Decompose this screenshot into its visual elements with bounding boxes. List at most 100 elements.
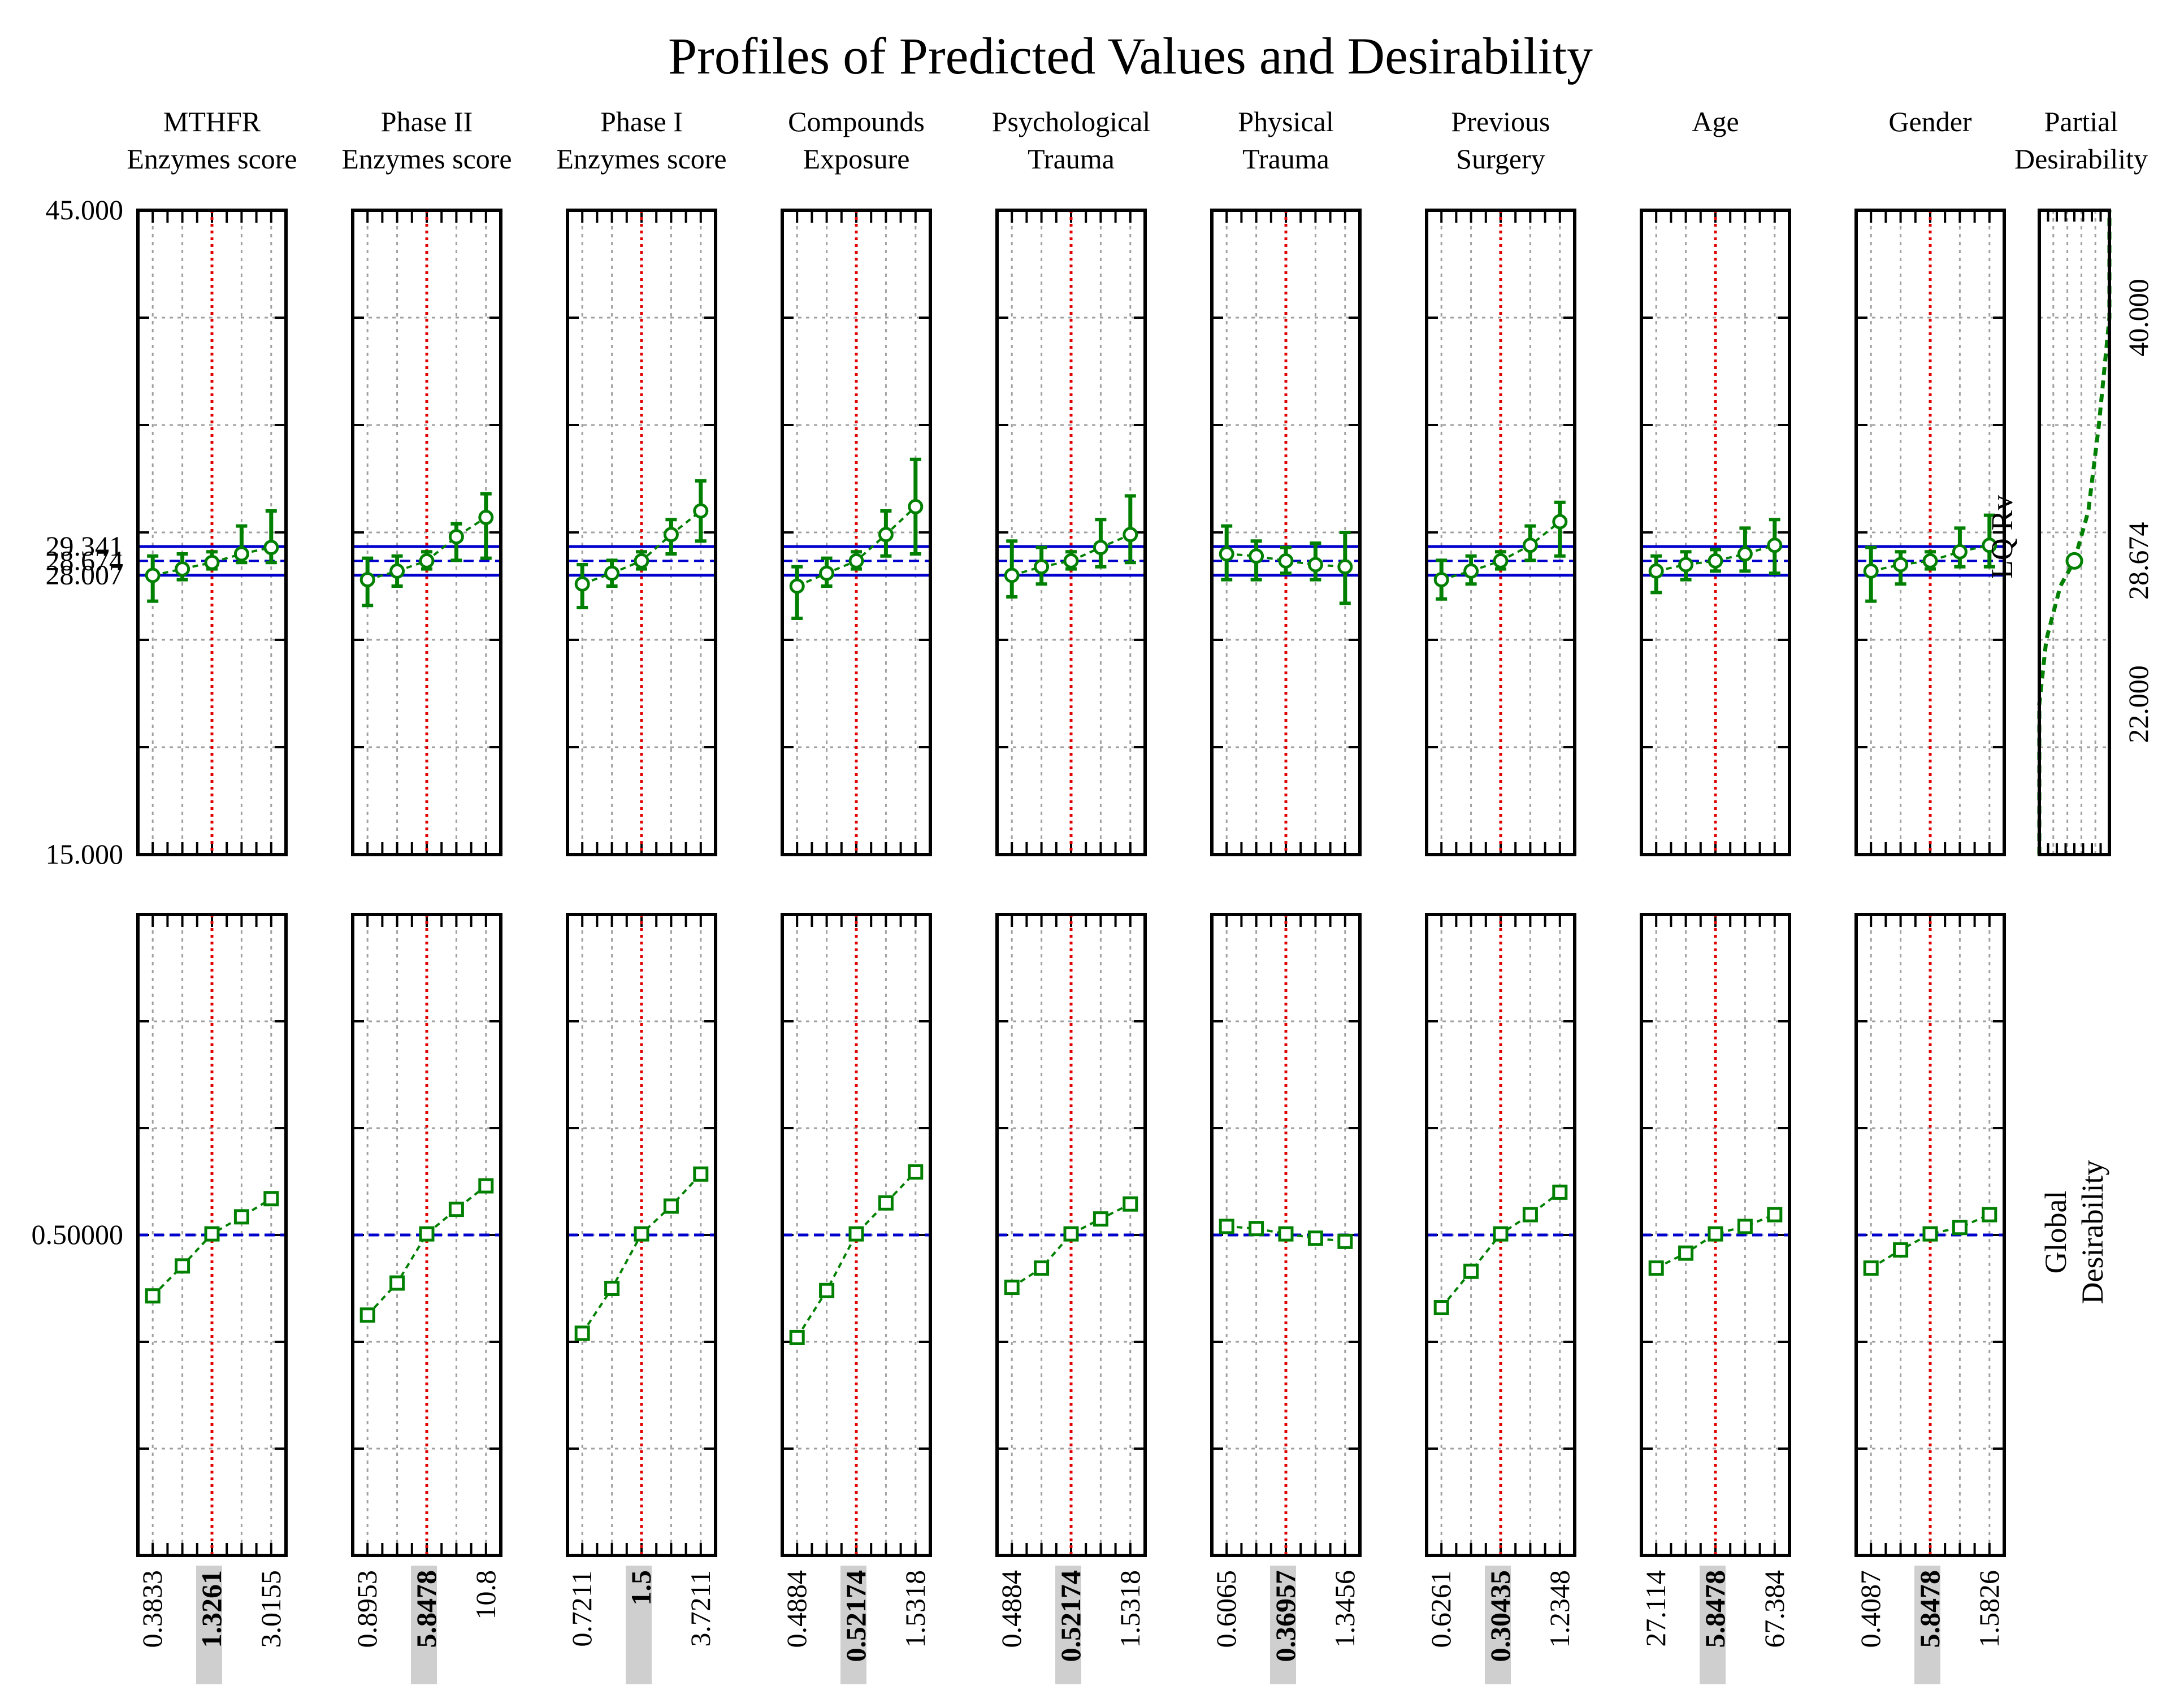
x-tick-label: 3.0155 [255, 1570, 287, 1648]
factor-label: Phase II [381, 106, 473, 137]
data-point [1678, 557, 1694, 573]
response-plot [995, 209, 1147, 856]
response-axis-label: LQ Rv [1985, 495, 2019, 579]
desirability-point [663, 1198, 679, 1214]
partial-desirability-label: Partial [2044, 106, 2118, 137]
desirability-series-line [1656, 1213, 1775, 1269]
plot-frame [566, 913, 717, 1557]
selected-tick-highlight [1485, 1566, 1511, 1684]
x-tick-label-selected: 1.5 [625, 1570, 657, 1606]
response-plot [781, 209, 932, 856]
plot-frame [995, 913, 1147, 1557]
desirability-plot [1854, 913, 2006, 1557]
desirability-plot [1640, 913, 1791, 1557]
selected-tick-highlight [196, 1566, 222, 1684]
desirability-point [1307, 1230, 1323, 1246]
plot-frame [1425, 209, 1576, 856]
data-point [1982, 538, 1997, 553]
factor-label: MTHFR [163, 106, 261, 137]
desirability-axis-label: Global [2039, 1191, 2073, 1274]
x-tick-label: 67.384 [1758, 1570, 1790, 1648]
x-tick-label: 1.5826 [1973, 1570, 2005, 1648]
data-point [1278, 553, 1294, 569]
desirability-plot [995, 913, 1147, 1557]
x-tick-label: 1.2348 [1544, 1570, 1575, 1648]
factor-label: Previous [1451, 106, 1550, 137]
desirability-point [448, 1202, 464, 1217]
desirability-point [1034, 1260, 1050, 1276]
desirability-series-line [1011, 1203, 1131, 1289]
desirability-plot [1425, 913, 1576, 1557]
data-point [819, 565, 835, 581]
desirability-point [1678, 1245, 1694, 1261]
x-tick-label-selected: 0.52174 [1055, 1570, 1086, 1662]
data-point [789, 578, 805, 594]
data-point [1004, 567, 1020, 583]
desirability-point [1219, 1219, 1234, 1234]
desirability-axis-label-line2: Desirability [2075, 1160, 2109, 1304]
x-tick-label: 0.6261 [1425, 1570, 1457, 1648]
data-point [693, 503, 709, 519]
data-point [1249, 548, 1264, 564]
data-point [1219, 546, 1234, 562]
desirability-point [1278, 1226, 1294, 1242]
data-point [604, 565, 620, 581]
data-point [663, 527, 679, 543]
x-tick-label-selected: 0.52174 [840, 1570, 872, 1662]
desirability-point [1737, 1219, 1753, 1234]
selected-tick-highlight [1914, 1566, 1940, 1684]
response-plot [566, 209, 717, 856]
plot-frame [566, 209, 717, 856]
x-tick-label: 0.4884 [995, 1570, 1027, 1648]
desirability-plot [351, 913, 502, 1557]
factor-label-line2: Enzymes score [127, 143, 297, 175]
x-tick-label: 0.4884 [781, 1570, 812, 1648]
right-tick-label: 22.000 [2122, 665, 2154, 743]
desirability-plot [136, 913, 288, 1557]
plot-frame [136, 209, 288, 856]
data-point [1767, 538, 1783, 553]
data-point [1893, 557, 1909, 573]
desirability-point [1249, 1221, 1264, 1237]
x-tick-label: 0.8953 [351, 1570, 383, 1648]
factor-label: Physical [1238, 106, 1333, 137]
desirability-point [263, 1191, 279, 1207]
factor-label-line2: Surgery [1456, 143, 1545, 175]
data-point [1123, 527, 1138, 543]
factor-label-line2: Enzymes score [556, 143, 726, 175]
desirability-point [878, 1195, 894, 1211]
right-tick-label: 28.674 [2122, 522, 2154, 600]
factor-panel-6: Previous Surgery 0.6261 0.30435 1.2348 [1425, 106, 1576, 1684]
desirability-point [848, 1226, 864, 1242]
desirability-point [819, 1282, 835, 1298]
response-plot [351, 209, 502, 856]
factor-label: Compounds [788, 106, 925, 137]
partial-desirability-panel: Partial Desirability 40.000 28.674 22.000 LQ … [1985, 106, 2154, 856]
chart-title: Profiles of Predicted Values and Desirab… [668, 27, 1593, 85]
plot-frame [1640, 209, 1791, 856]
data-point [634, 553, 649, 569]
y-tick-label-desirability: 0.50000 [32, 1219, 124, 1250]
desirability-point [1493, 1226, 1509, 1242]
right-tick-label: 40.000 [2122, 279, 2154, 357]
plot-frame [351, 209, 502, 856]
data-point [1307, 557, 1323, 573]
desirability-point [1522, 1207, 1538, 1223]
data-point [1708, 553, 1723, 569]
factor-label-line2: Trauma [1028, 143, 1115, 175]
factor-label: Age [1692, 106, 1739, 137]
selected-tick-highlight [411, 1566, 437, 1684]
factor-panel-7: Age 27.114 5.8478 67.384 [1640, 106, 1791, 1684]
desirability-point [693, 1166, 709, 1182]
x-tick-label: 10.8 [470, 1570, 501, 1620]
data-point [1093, 540, 1108, 556]
desirability-point [789, 1329, 805, 1345]
desirability-series-line [1870, 1213, 1990, 1269]
desirability-point [478, 1178, 494, 1194]
desirability-point [1463, 1263, 1479, 1279]
selected-tick-highlight [1055, 1566, 1081, 1684]
desirability-point [1552, 1184, 1568, 1200]
data-point [1063, 553, 1079, 569]
desirability-point [175, 1258, 190, 1274]
desirability-point [634, 1226, 649, 1242]
